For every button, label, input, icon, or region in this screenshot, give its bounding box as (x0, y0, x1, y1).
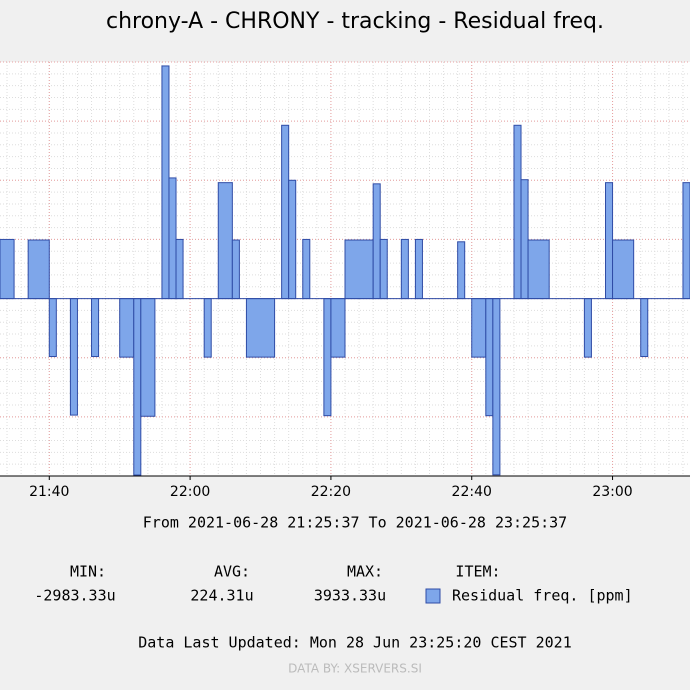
step-bar (492, 298, 501, 476)
credit: DATA BY: XSERVERS.SI (288, 662, 422, 676)
step-bar (485, 298, 494, 417)
step-bar (471, 298, 487, 358)
stat-label: MAX: (347, 563, 383, 581)
step-bar (133, 298, 142, 476)
x-tick-label: 22:20 (311, 484, 351, 500)
step-bar (168, 177, 177, 300)
stat-label: ITEM: (455, 563, 500, 581)
stat-value: 3933.33u (314, 587, 386, 605)
step-bar (400, 238, 409, 300)
step-bar (0, 238, 15, 300)
step-bar (281, 124, 290, 300)
step-bar (217, 182, 233, 300)
step-bar (414, 238, 423, 300)
step-bar (372, 183, 381, 300)
step-bar (682, 182, 690, 300)
step-bar (91, 298, 100, 358)
step-bar (379, 238, 388, 300)
step-bar (69, 298, 78, 416)
step-bar (175, 238, 184, 300)
legend-label: Residual freq. [ppm] (452, 587, 633, 605)
step-bar (605, 182, 614, 300)
x-tick-label: 21:40 (29, 484, 69, 500)
step-bar (245, 298, 276, 358)
x-tick-label: 22:00 (170, 484, 210, 500)
step-bar (203, 298, 212, 358)
step-bar (330, 298, 346, 358)
step-bar (583, 298, 592, 358)
stat-label: MIN: (70, 563, 106, 581)
step-bar (140, 298, 156, 417)
x-tick-label: 22:40 (452, 484, 492, 500)
step-bar (161, 65, 170, 300)
step-bar (119, 298, 135, 358)
step-bar (302, 238, 311, 300)
stat-label: AVG: (214, 563, 250, 581)
step-bar (231, 239, 240, 300)
step-bar (640, 298, 649, 358)
period: From 2021-06-28 21:25:37 To 2021-06-28 2… (143, 514, 567, 532)
x-tick-label: 23:00 (592, 484, 632, 500)
legend-swatch (425, 588, 441, 604)
step-bar (457, 241, 466, 300)
step-bar (48, 298, 57, 358)
step-bar (520, 179, 529, 300)
step-bar (527, 239, 550, 300)
step-bar (27, 239, 50, 300)
step-bar (288, 179, 297, 300)
step-bar (513, 124, 522, 300)
last-updated: Data Last Updated: Mon 28 Jun 23:25:20 C… (138, 634, 571, 652)
step-bar (323, 298, 332, 417)
step-bar (612, 239, 635, 300)
stat-value: 224.31u (190, 587, 253, 605)
chart-title: chrony-A - CHRONY - tracking - Residual … (106, 9, 604, 34)
stat-value: -2983.33u (34, 587, 115, 605)
step-bar (344, 239, 374, 300)
